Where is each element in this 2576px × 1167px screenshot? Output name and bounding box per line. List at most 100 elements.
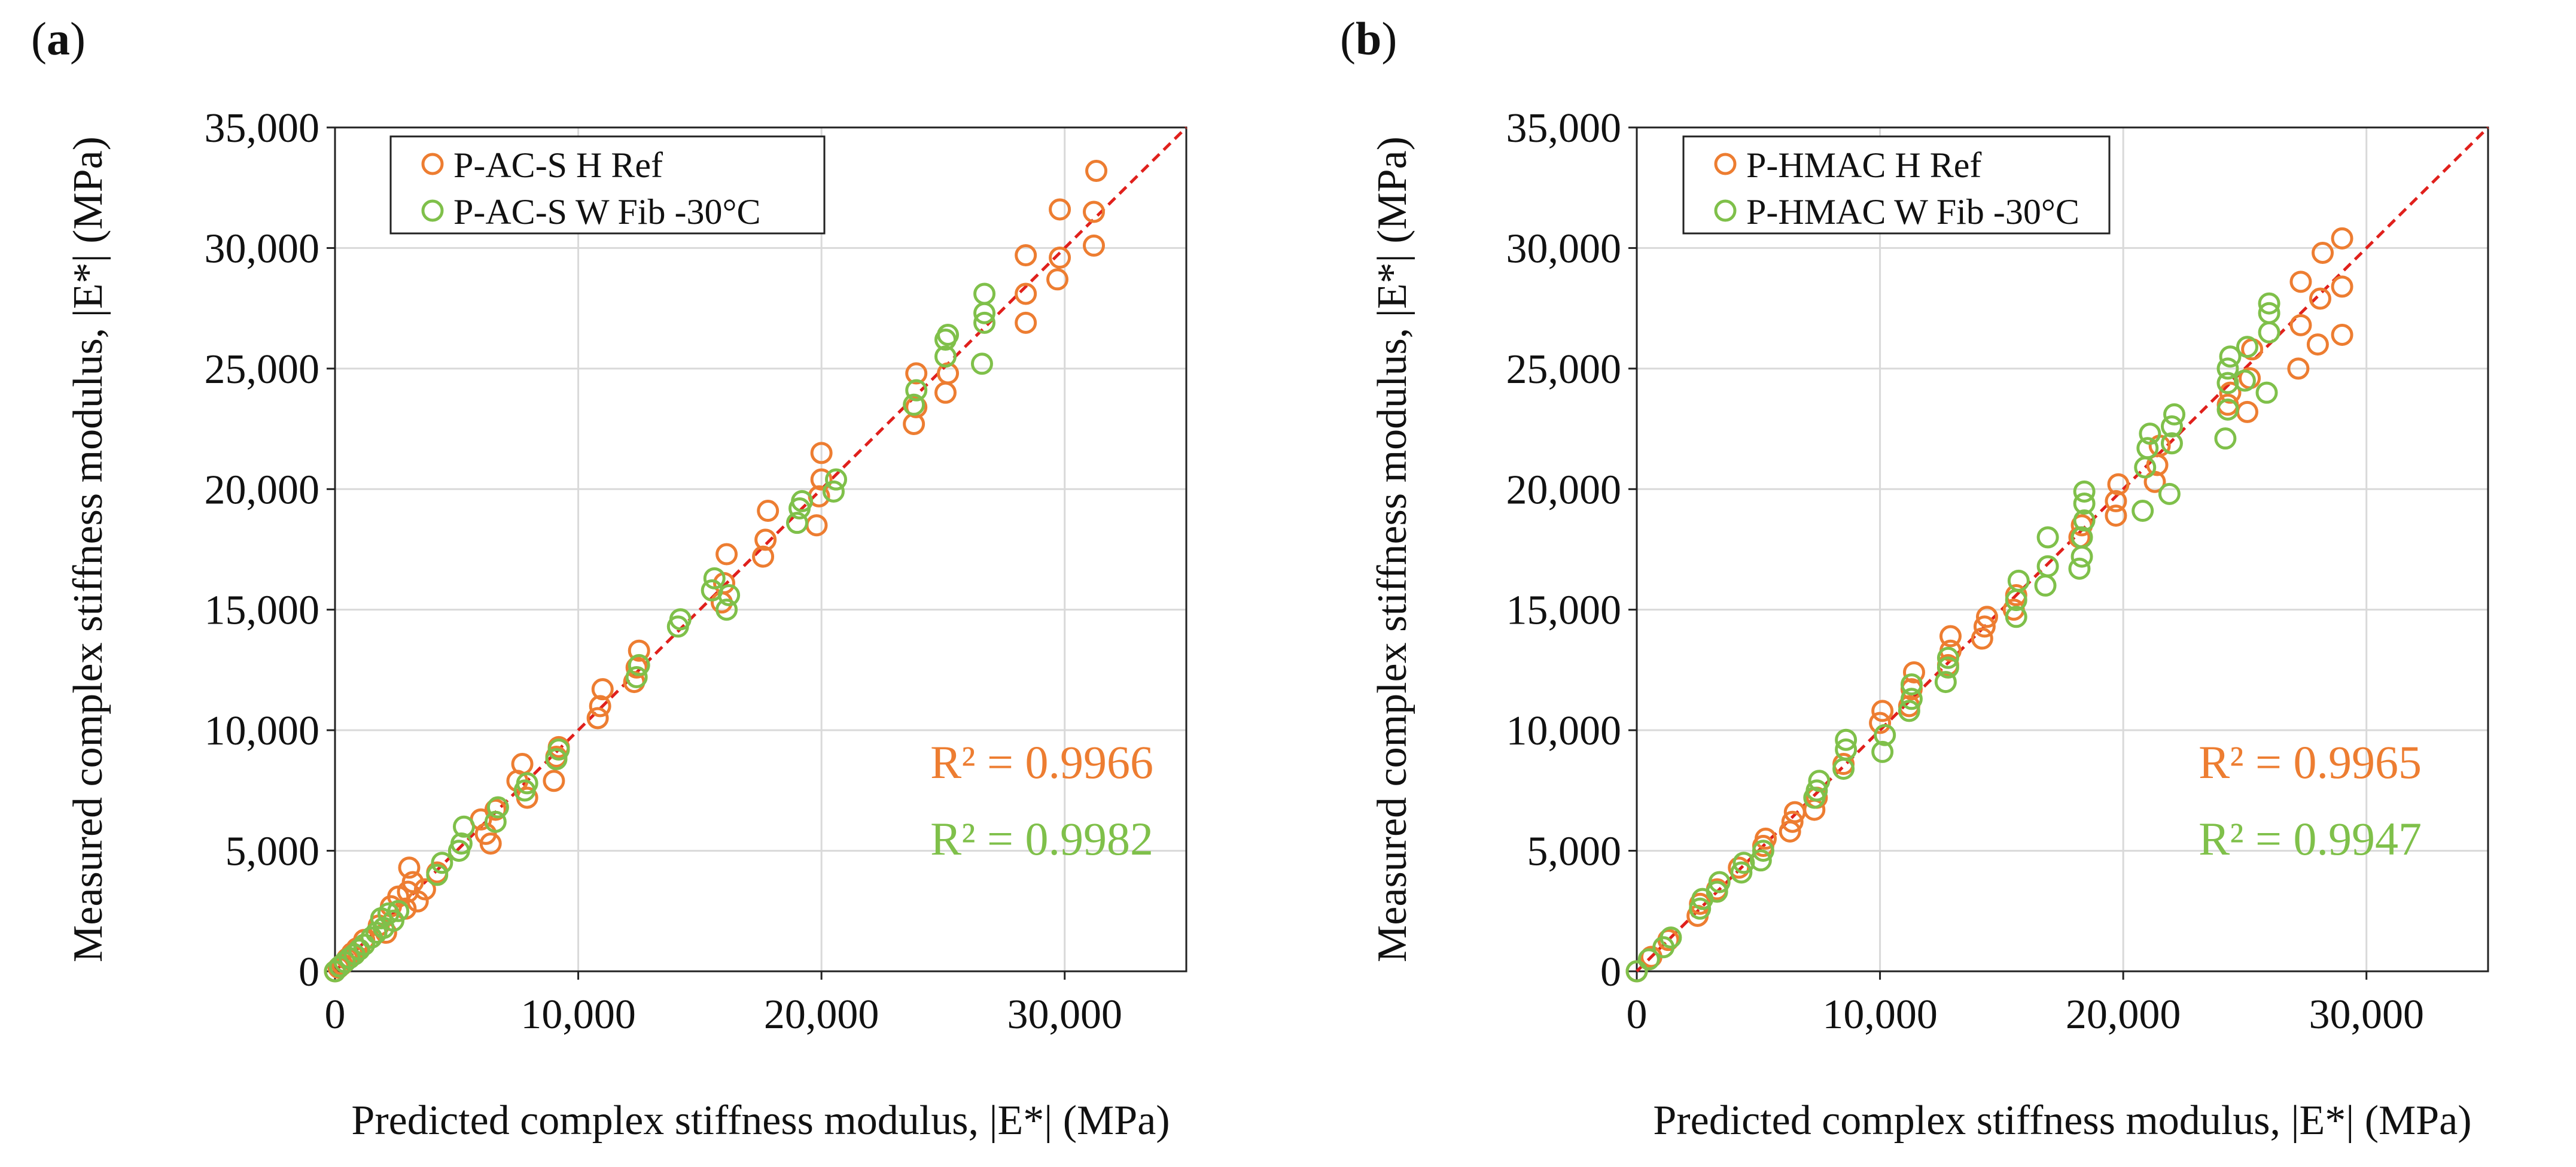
- legend-marker-fib: [1714, 199, 1737, 222]
- plot-area-border: [334, 126, 1187, 972]
- data-point-fib: [2236, 336, 2258, 358]
- data-point-ref: [810, 442, 833, 464]
- y-axis-title: Measured complex stiffness modulus, |E*|…: [65, 136, 111, 962]
- data-point-ref: [484, 798, 507, 821]
- r2-annotation-ref: R² = 0.9965: [2199, 736, 2422, 788]
- data-point-ref: [2331, 275, 2353, 298]
- data-point-ref: [625, 656, 648, 679]
- legend-label: P-AC-S H Ref: [453, 145, 663, 185]
- chart-panel-a: (a) 0 5,000 10,000 15,000 20,000 25,000 30,000…: [31, 13, 1187, 1144]
- data-point-fib: [450, 832, 473, 855]
- data-point-fib: [2036, 555, 2059, 578]
- data-point-fib: [1871, 740, 1894, 763]
- data-point-fib: [2219, 345, 2242, 368]
- data-point-fib: [1874, 724, 1896, 746]
- data-point-fib: [516, 772, 538, 795]
- y-tick-label: 35,000: [205, 105, 320, 151]
- y-tick-label: 30,000: [205, 226, 320, 272]
- data-point-fib: [348, 938, 371, 961]
- y-tick-label: 15,000: [1506, 588, 1622, 634]
- data-point-ref: [1781, 810, 1804, 833]
- data-point-fib: [426, 864, 449, 886]
- data-point-fib: [1808, 770, 1831, 792]
- data-point-fib: [353, 934, 376, 956]
- data-point-fib: [431, 852, 453, 874]
- data-point-fib: [1706, 880, 1728, 903]
- data-point-fib: [973, 311, 996, 334]
- x-tick-label: 20,000: [2066, 992, 2181, 1038]
- panel-label-b: (b): [1340, 13, 1397, 65]
- data-point-fib: [2073, 509, 2096, 532]
- data-point-fib: [2132, 500, 2154, 522]
- data-point-fib: [2160, 432, 2183, 455]
- data-point-ref: [715, 543, 738, 566]
- data-point-fib: [2073, 480, 2096, 503]
- data-point-fib: [715, 598, 738, 621]
- data-point-fib: [1936, 656, 1959, 679]
- data-point-fib: [2007, 569, 2030, 592]
- y-tick-label: 15,000: [205, 588, 320, 634]
- data-point-fib: [1835, 738, 1858, 761]
- x-axis-title: Predicted complex stiffness modulus, |E*…: [1653, 1098, 2471, 1144]
- data-point-fib: [2258, 302, 2280, 324]
- data-point-ref: [905, 362, 928, 385]
- data-point-fib: [1732, 852, 1755, 874]
- data-point-fib: [452, 815, 475, 838]
- data-point-fib: [2070, 545, 2093, 568]
- data-point-ref: [805, 514, 828, 537]
- data-point-ref: [1902, 661, 1925, 683]
- data-point-fib: [2139, 423, 2161, 445]
- data-point-fib: [791, 490, 814, 512]
- data-point-fib: [2073, 492, 2096, 515]
- y-tick-label: 5,000: [226, 829, 320, 875]
- data-point-ref: [810, 468, 833, 491]
- data-point-fib: [937, 323, 960, 346]
- data-point-ref: [511, 753, 534, 776]
- data-point-fib: [822, 480, 845, 503]
- data-point-fib: [2036, 526, 2059, 549]
- data-point-fib: [2258, 321, 2280, 344]
- data-point-ref: [1975, 606, 1998, 628]
- data-point-fib: [1934, 671, 1957, 694]
- data-point-ref: [754, 528, 777, 551]
- data-point-fib: [1730, 861, 1753, 884]
- data-point-ref: [2331, 323, 2353, 346]
- data-point-fib: [1637, 948, 1660, 971]
- legend-label: P-HMAC W Fib -30°C: [1746, 192, 2079, 232]
- data-point-ref: [2289, 314, 2312, 336]
- data-point-ref: [937, 362, 960, 385]
- data-point-fib: [2068, 557, 2091, 580]
- data-point-fib: [1752, 840, 1774, 862]
- data-point-fib: [703, 567, 726, 589]
- y-tick-label: 10,000: [1506, 708, 1622, 754]
- data-point-fib: [2216, 357, 2239, 380]
- y-axis-title: Measured complex stiffness modulus, |E*|…: [1369, 136, 1415, 962]
- y-tick-label: 35,000: [1506, 105, 1622, 151]
- y-tick-label: 5,000: [1527, 829, 1622, 875]
- data-point-fib: [2034, 574, 2057, 597]
- data-point-ref: [2107, 473, 2130, 496]
- data-point-fib: [2070, 526, 2093, 549]
- data-point-ref: [757, 500, 780, 522]
- data-point-fib: [2258, 292, 2280, 315]
- legend-box: [1682, 135, 2111, 235]
- data-point-ref: [752, 545, 775, 568]
- y-tick-label: 25,000: [1506, 347, 1622, 393]
- data-point-ref: [1973, 615, 1996, 638]
- legend-marker-ref: [421, 153, 444, 175]
- data-point-ref: [2309, 287, 2331, 310]
- data-point-fib: [718, 584, 741, 607]
- data-point-fib: [1936, 646, 1959, 669]
- legend-label: P-AC-S W Fib -30°C: [453, 192, 761, 232]
- data-point-ref: [1871, 700, 1894, 722]
- data-point-ref: [1939, 625, 1962, 648]
- data-point-ref: [2312, 241, 2334, 264]
- data-point-ref: [2219, 381, 2242, 404]
- data-point-fib: [785, 512, 808, 534]
- data-point-fib: [1835, 728, 1858, 751]
- r2-annotation-fib: R² = 0.9982: [930, 813, 1153, 865]
- x-tick-label: 30,000: [2309, 992, 2424, 1038]
- data-point-fib: [934, 345, 957, 368]
- data-point-fib: [486, 796, 509, 819]
- data-point-ref: [2306, 333, 2329, 356]
